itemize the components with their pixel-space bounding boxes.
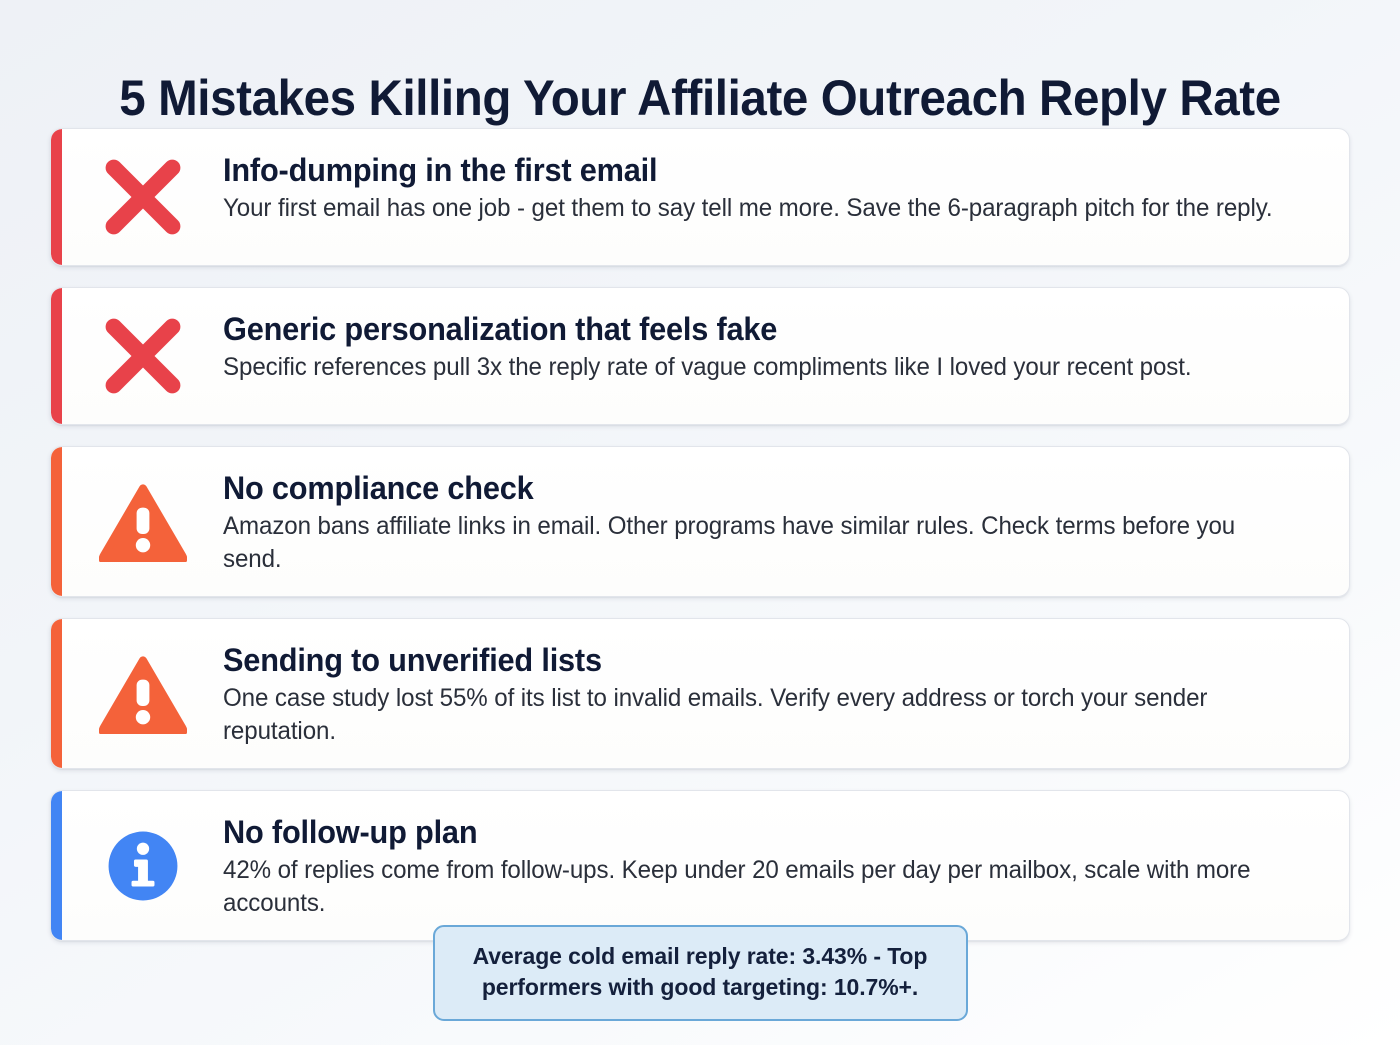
- x-mark-icon: [105, 159, 180, 235]
- card-icon-cell: [51, 447, 223, 596]
- mistake-card: No follow-up plan 42% of replies come fr…: [50, 790, 1350, 941]
- card-title: Info-dumping in the first email: [223, 152, 658, 188]
- mistake-card: No compliance check Amazon bans affiliat…: [50, 446, 1350, 597]
- card-title: No follow-up plan: [223, 814, 478, 850]
- card-title: Generic personalization that feels fake: [223, 311, 778, 347]
- card-icon-cell: [51, 288, 223, 424]
- card-body: One case study lost 55% of its list to i…: [223, 684, 1208, 745]
- warning-triangle-icon: [98, 655, 187, 734]
- card-text-cell: No compliance check Amazon bans affiliat…: [223, 447, 1349, 596]
- mistake-card-list: Info-dumping in the first email Your fir…: [50, 128, 1350, 962]
- card-title: No compliance check: [223, 470, 534, 506]
- card-icon-cell: [51, 129, 223, 265]
- mistake-card: Info-dumping in the first email Your fir…: [50, 128, 1350, 266]
- info-circle-icon: [108, 831, 177, 900]
- card-title: Sending to unverified lists: [223, 642, 602, 678]
- card-text-cell: Info-dumping in the first email Your fir…: [223, 129, 1349, 245]
- card-text-cell: No follow-up plan 42% of replies come fr…: [223, 791, 1349, 940]
- footer-area: Average cold email reply rate: 3.43% - T…: [0, 925, 1400, 1021]
- card-body: Amazon bans affiliate links in email. Ot…: [223, 512, 1236, 573]
- warning-triangle-icon: [98, 483, 187, 562]
- card-icon-cell: [51, 619, 223, 768]
- card-accent-bar: [51, 619, 62, 768]
- card-body: Your first email has one job - get them …: [223, 194, 1273, 222]
- stat-callout-badge: Average cold email reply rate: 3.43% - T…: [432, 925, 968, 1021]
- page-title: 5 Mistakes Killing Your Affiliate Outrea…: [119, 69, 1281, 126]
- card-accent-bar: [51, 129, 62, 265]
- card-accent-bar: [51, 791, 62, 940]
- card-icon-cell: [51, 791, 223, 940]
- card-body: 42% of replies come from follow-ups. Kee…: [223, 856, 1251, 917]
- card-text-cell: Sending to unverified lists One case stu…: [223, 619, 1349, 768]
- card-body: Specific references pull 3x the reply ra…: [223, 353, 1192, 381]
- card-accent-bar: [51, 447, 62, 596]
- card-text-cell: Generic personalization that feels fake …: [223, 288, 1349, 404]
- mistake-card: Generic personalization that feels fake …: [50, 287, 1350, 425]
- card-accent-bar: [51, 288, 62, 424]
- x-mark-icon: [105, 318, 180, 394]
- mistake-card: Sending to unverified lists One case stu…: [50, 618, 1350, 769]
